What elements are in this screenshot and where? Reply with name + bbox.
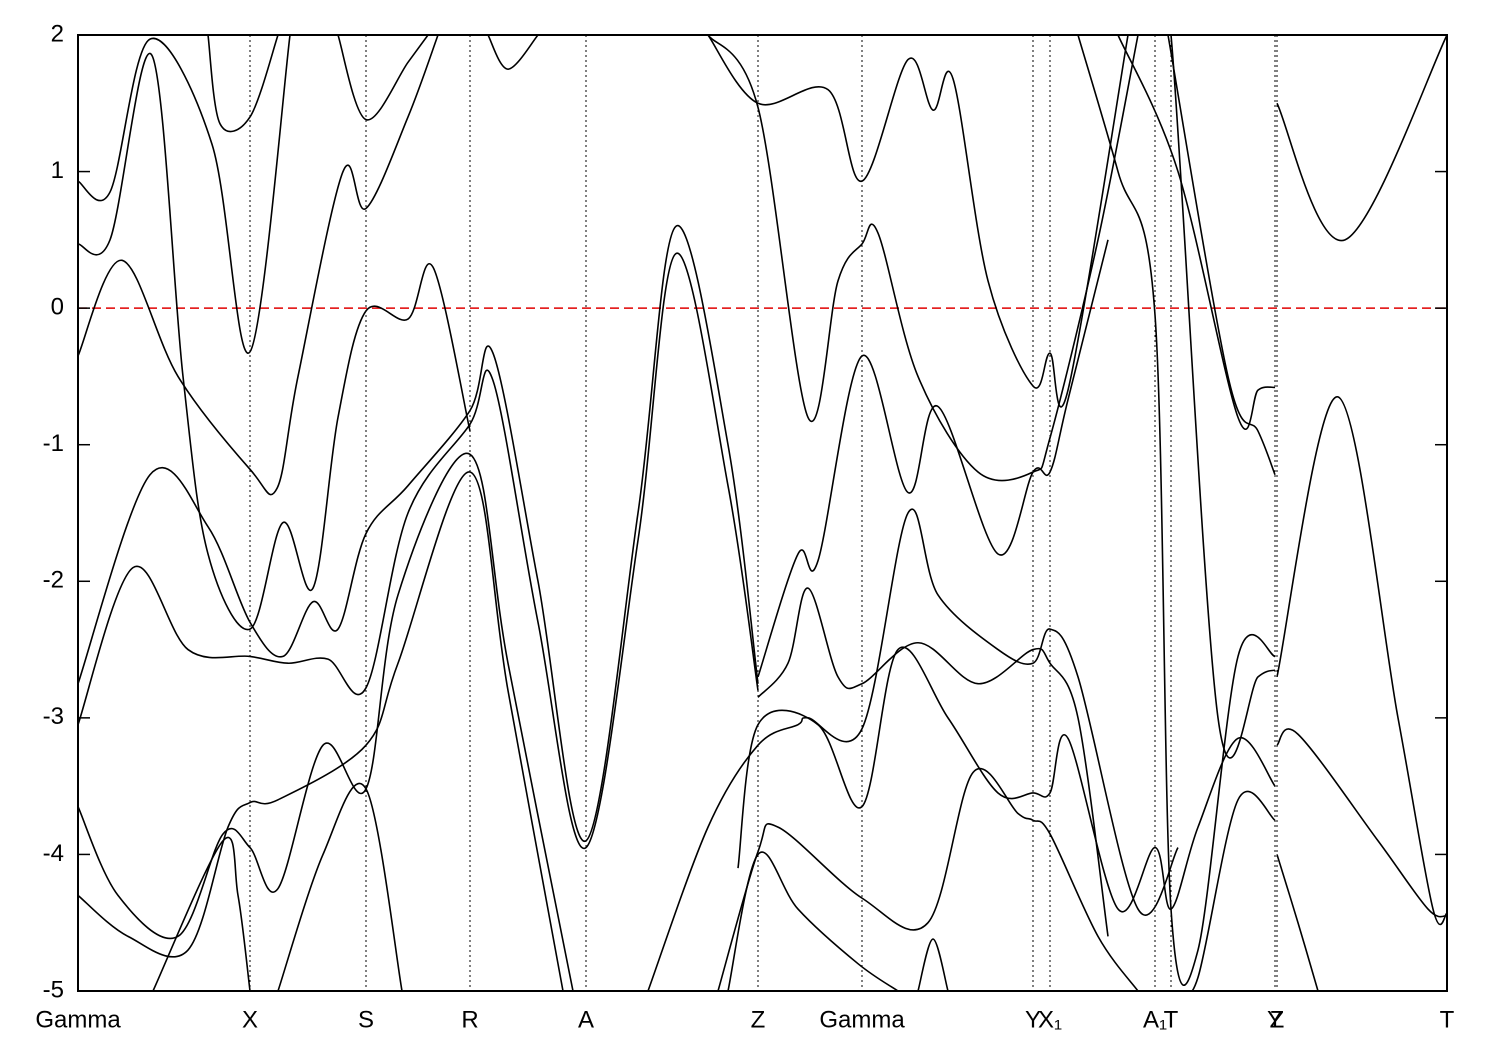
band-line (78, 35, 439, 496)
band-line (152, 836, 251, 991)
x-tick-label: Gamma (35, 1006, 121, 1033)
y-tick-label: 1 (51, 157, 64, 184)
y-tick-label: -4 (43, 840, 64, 867)
y-tick-label: -1 (43, 430, 64, 457)
x-tick-label: S (358, 1006, 374, 1033)
band-line (1117, 35, 1276, 430)
x-tick-label: R (461, 1006, 478, 1033)
x-tick-label: Z (751, 1006, 766, 1033)
band-line (707, 35, 1129, 408)
x-tick-label: A (578, 1006, 594, 1033)
y-tick-label: 0 (51, 293, 64, 320)
band-line (1167, 35, 1276, 476)
band-line (78, 252, 759, 850)
x-tick-label: X₁ (1038, 1006, 1062, 1033)
x-tick-label: A₁ (1143, 1006, 1167, 1033)
y-tick-label: -5 (43, 976, 64, 1003)
band-line (1276, 35, 1447, 242)
band-line (757, 239, 1109, 678)
band-line (78, 225, 759, 842)
y-tick-label: -2 (43, 567, 64, 594)
band-line (487, 35, 539, 70)
band-line (1128, 35, 1276, 759)
band-line (78, 452, 574, 991)
band-line (737, 646, 1276, 913)
band-line (207, 35, 279, 133)
band-line (1177, 790, 1276, 991)
band-line (727, 851, 899, 991)
x-tick-label: Gamma (819, 1006, 905, 1033)
band-line (707, 35, 1139, 482)
x-tick-label: T (1440, 1006, 1455, 1033)
band-line (757, 587, 1109, 937)
x-tick-label: T (1164, 1006, 1179, 1033)
band-line (277, 782, 403, 991)
band-line (1276, 728, 1447, 918)
band-line (917, 938, 949, 991)
band-line (1077, 35, 1276, 986)
band-line (1276, 396, 1447, 926)
band-line (78, 471, 564, 991)
plot-frame (77, 34, 1448, 992)
x-tick-label: Z (1270, 1006, 1285, 1033)
band-line (78, 35, 291, 354)
bands-layer (78, 35, 1447, 991)
band-line (647, 508, 1179, 991)
band-line (78, 52, 471, 631)
y-tick-label: 2 (51, 20, 64, 47)
y-tick-label: -3 (43, 703, 64, 730)
x-tick-label: Y (1267, 1006, 1283, 1033)
band-line (1276, 854, 1319, 991)
band-line (717, 768, 1139, 991)
grid-layer (77, 35, 1448, 991)
band-line (337, 35, 429, 121)
x-tick-label: Y (1025, 1006, 1041, 1033)
x-tick-label: X (242, 1006, 258, 1033)
